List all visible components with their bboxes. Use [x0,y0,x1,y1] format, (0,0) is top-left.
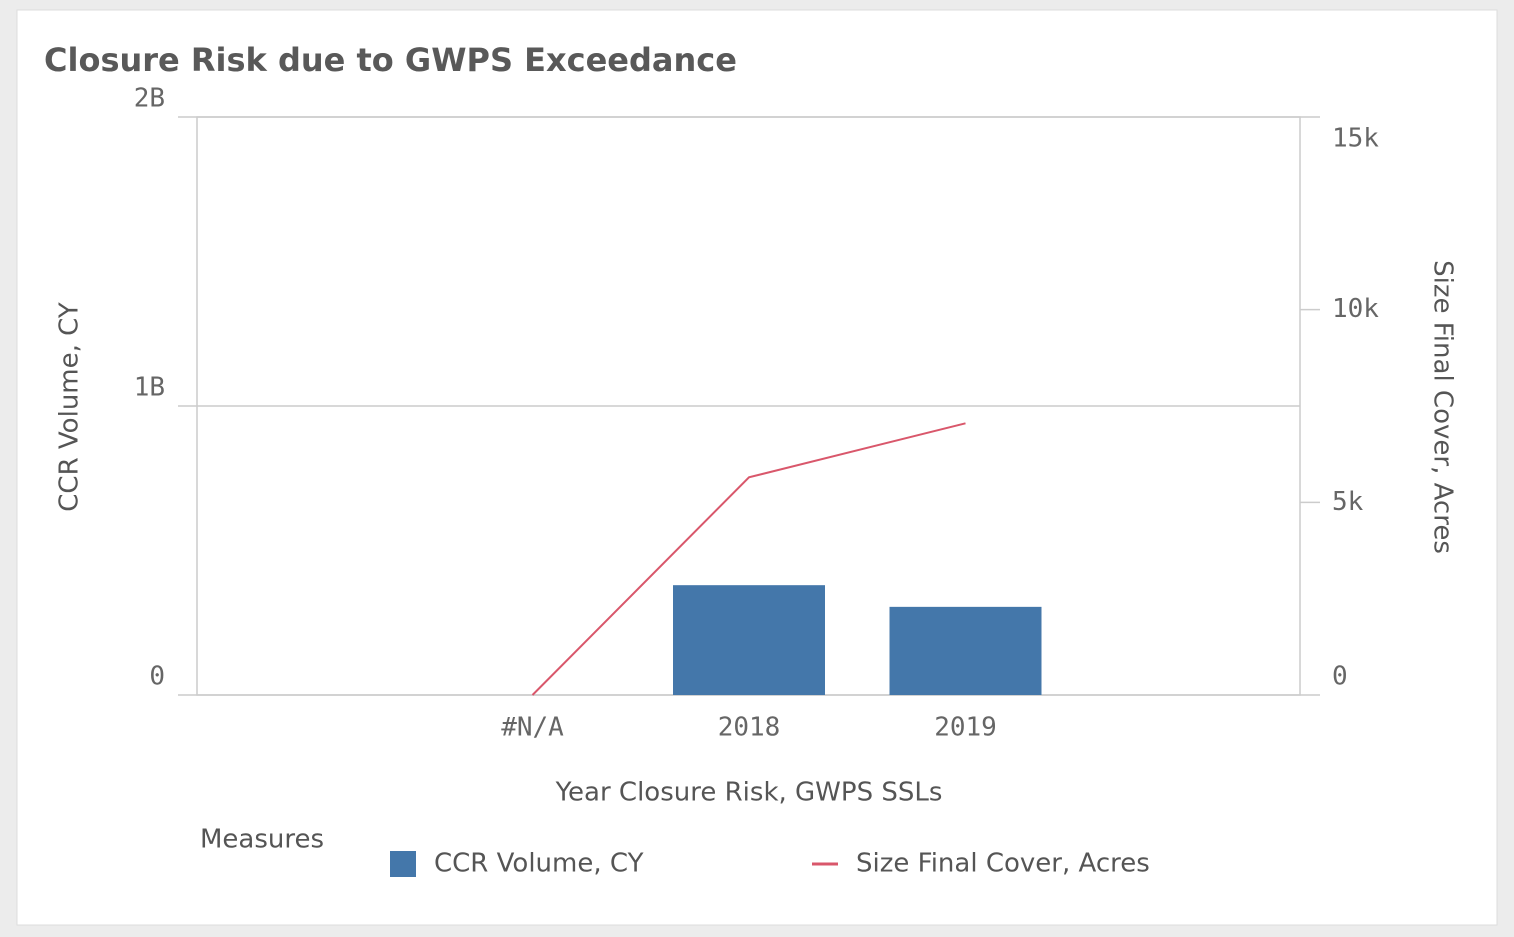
chart-title: Closure Risk due to GWPS Exceedance [44,41,737,79]
bar [673,585,825,695]
line [531,422,966,696]
y-tick-label: 2B [134,84,165,114]
x-tick-label: 2019 [934,713,997,743]
x-axis-title: Year Closure Risk, GWPS SSLs [555,778,943,808]
y2-axis-title: Size Final Cover, Acres [1428,260,1458,554]
bar [889,606,1042,695]
legend-title: Measures [200,825,324,855]
card [16,9,1498,926]
legend-swatch [390,851,416,877]
y2-tick-label: 10k [1332,294,1379,324]
y-axis-title: CCR Volume, CY [55,302,85,512]
y2-tick-label: 15k [1332,124,1379,154]
y2-tick-label: 0 [1332,662,1348,692]
legend-label: Size Final Cover, Acres [856,849,1150,879]
legend-label: CCR Volume, CY [434,849,644,879]
y-tick-label: 0 [149,662,165,692]
y-tick-label: 1B [134,373,165,403]
x-tick-label: 2018 [718,713,781,743]
x-tick-label: #N/A [501,713,564,743]
y2-tick-label: 5k [1332,487,1364,517]
